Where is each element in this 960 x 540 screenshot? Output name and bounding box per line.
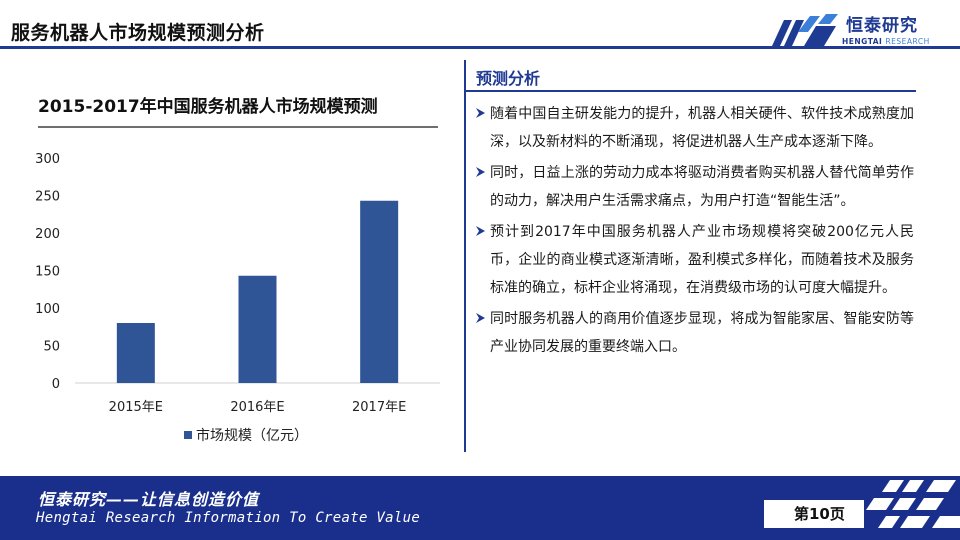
- analysis-item-text: 随着中国自主研发能力的提升，机器人相关硬件、软件技术成熟度加深，以及新材料的不断…: [490, 106, 914, 150]
- arrow-bullet-icon: [476, 313, 485, 323]
- y-axis-ticks: 0 50 100 150 200 250 300: [35, 152, 60, 392]
- vertical-divider: [464, 60, 466, 452]
- page-number: 第10页: [764, 500, 864, 528]
- legend-label: 市场规模（亿元）: [196, 427, 308, 444]
- hengtai-logo: 恒泰研究 HENGTAI RESEARCH: [768, 10, 948, 50]
- analysis-item-text: 同时，日益上涨的劳动力成本将驱动消费者购买机器人替代简单劳作的动力，解决用户生活…: [490, 165, 914, 209]
- analysis-title-divider: [466, 90, 916, 92]
- arrow-bullet-icon: [476, 167, 485, 177]
- logo-text-en-main: HENGTAI: [842, 37, 883, 46]
- analysis-list: 随着中国自主研发能力的提升，机器人相关硬件、软件技术成熟度加深，以及新材料的不断…: [474, 100, 914, 364]
- page-title: 服务机器人市场规模预测分析: [11, 22, 265, 44]
- logo-text-cn: 恒泰研究: [846, 16, 918, 36]
- chart-title-divider: [38, 126, 438, 128]
- x-axis-ticks: 2015年E 2016年E 2017年E: [109, 400, 407, 415]
- x-tick-label: 2017年E: [352, 400, 406, 415]
- arrow-bullet-icon: [476, 108, 485, 118]
- chart-legend: 市场规模（亿元）: [184, 427, 308, 444]
- arrow-bullet-icon: [476, 226, 485, 236]
- analysis-item: 预计到2017年中国服务机器人产业市场规模将突破200亿元人民币，企业的商业模式…: [474, 218, 914, 302]
- bar: [360, 200, 399, 383]
- bar: [238, 275, 277, 383]
- analysis-item: 随着中国自主研发能力的提升，机器人相关硬件、软件技术成熟度加深，以及新材料的不断…: [474, 100, 914, 156]
- analysis-item-text: 预计到2017年中国服务机器人产业市场规模将突破200亿元人民币，企业的商业模式…: [490, 224, 914, 296]
- logo-text-en: HENGTAI RESEARCH: [842, 37, 930, 46]
- x-tick-label: 2015年E: [109, 400, 163, 415]
- header-divider: [0, 46, 960, 49]
- analysis-title: 预测分析: [476, 69, 541, 88]
- footer-slogan-en: Hengtai Research Information To Create V…: [36, 510, 421, 526]
- bar: [116, 323, 155, 383]
- footer-decoration: [866, 480, 960, 528]
- logo-mark-icon: [772, 14, 838, 46]
- y-tick-label: 300: [35, 152, 60, 167]
- market-size-bar-chart: 0 50 100 150 200 250 300 2015年E 2016年E 2017年E 市场…: [35, 152, 440, 444]
- x-tick-label: 2016年E: [230, 400, 284, 415]
- analysis-item: 同时，日益上涨的劳动力成本将驱动消费者购买机器人替代简单劳作的动力，解决用户生活…: [474, 159, 914, 215]
- bar-series: [116, 200, 399, 383]
- y-tick-label: 100: [35, 302, 60, 317]
- logo-text-en-sub: RESEARCH: [885, 37, 930, 46]
- y-tick-label: 250: [35, 190, 60, 205]
- legend-swatch: [184, 431, 192, 439]
- analysis-item-text: 同时服务机器人的商用价值逐步显现，将成为智能家居、智能安防等产业协同发展的重要终…: [490, 311, 914, 355]
- footer-slogan-cn: 恒泰研究——让信息创造价值: [38, 490, 260, 509]
- analysis-item: 同时服务机器人的商用价值逐步显现，将成为智能家居、智能安防等产业协同发展的重要终…: [474, 305, 914, 361]
- y-tick-label: 0: [52, 377, 60, 392]
- y-tick-label: 50: [43, 340, 60, 355]
- chart-title: 2015-2017年中国服务机器人市场规模预测: [38, 97, 378, 117]
- y-tick-label: 200: [35, 227, 60, 242]
- y-tick-label: 150: [35, 265, 60, 280]
